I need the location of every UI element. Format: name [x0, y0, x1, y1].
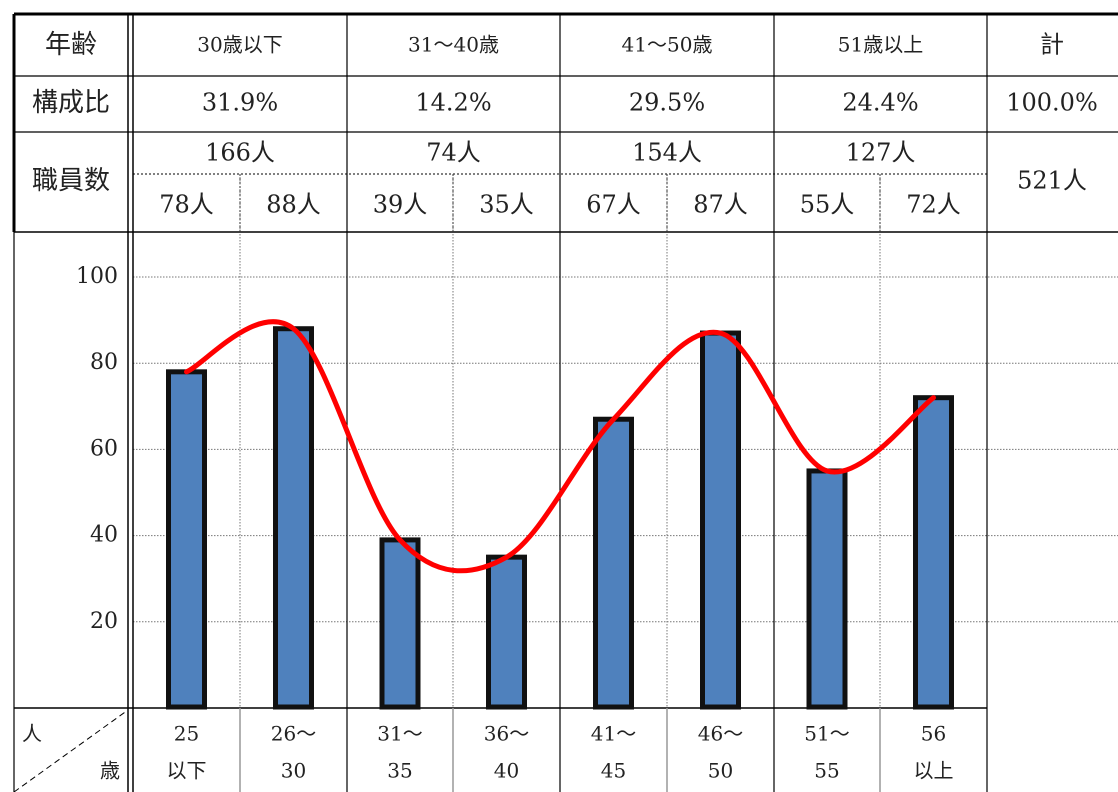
sub-group-count: 35人	[479, 191, 534, 219]
age-group-count: 127人	[846, 139, 916, 167]
sub-group-count: 78人	[159, 191, 214, 219]
age-group-count: 154人	[632, 139, 702, 167]
total-column-header: 計	[1040, 31, 1064, 59]
trend-line	[184, 319, 936, 574]
corner-unit-label: 人	[22, 722, 42, 746]
bar	[166, 369, 207, 710]
x-category-label: 46～	[698, 722, 743, 746]
total-ratio: 100.0%	[1006, 89, 1098, 117]
x-category-label: 36～	[484, 722, 529, 746]
age-group-ratio: 29.5%	[629, 89, 705, 117]
x-category-label: 35	[387, 759, 412, 783]
x-category-label: 以下	[167, 759, 207, 783]
age-group-label: 31～40歳	[408, 33, 499, 57]
bar	[700, 330, 741, 710]
bar	[913, 395, 954, 710]
x-category-label: 30	[281, 759, 306, 783]
x-category-label: 以上	[914, 759, 954, 783]
x-category-label: 45	[601, 759, 626, 783]
sub-group-count: 55人	[800, 191, 855, 219]
age-group-label: 30歳以下	[197, 33, 282, 57]
corner-unit-label: 歳	[100, 759, 120, 783]
bar	[806, 468, 848, 710]
x-category-label: 41～	[591, 722, 636, 746]
age-group-label: 51歳以上	[838, 33, 923, 57]
y-tick-label: 80	[90, 350, 118, 375]
x-category-label: 51～	[804, 722, 849, 746]
age-group-label: 41～50歳	[622, 33, 713, 57]
x-category-label: 56	[921, 722, 946, 746]
corner-diagonal	[13, 709, 129, 792]
ratio-row-label: 構成比	[32, 88, 110, 118]
x-category-label: 50	[708, 759, 733, 783]
x-category-label: 25	[174, 722, 199, 746]
bar	[486, 554, 527, 710]
bar	[379, 537, 421, 710]
x-category-label: 55	[814, 759, 839, 783]
age-group-count: 166人	[205, 139, 275, 167]
age-group-ratio: 24.4%	[842, 89, 918, 117]
age-group-count: 74人	[426, 139, 481, 167]
age-group-ratio: 14.2%	[415, 89, 491, 117]
x-category-label: 31～	[377, 722, 422, 746]
total-count: 521人	[1017, 167, 1087, 195]
bar	[273, 326, 314, 710]
age-row-label: 年齢	[45, 30, 97, 60]
sub-group-count: 39人	[373, 191, 428, 219]
age-group-ratio: 31.9%	[202, 89, 278, 117]
x-category-label: 26～	[271, 722, 316, 746]
y-tick-label: 20	[90, 609, 118, 634]
sub-group-count: 88人	[266, 191, 321, 219]
x-category-label: 40	[494, 759, 519, 783]
staff-row-label: 職員数	[32, 166, 110, 196]
y-tick-label: 60	[90, 436, 118, 461]
y-tick-label: 100	[76, 264, 118, 289]
sub-group-count: 67人	[586, 191, 641, 219]
y-tick-label: 40	[90, 523, 118, 548]
sub-group-count: 87人	[693, 191, 748, 219]
bar	[593, 416, 634, 710]
sub-group-count: 72人	[906, 191, 961, 219]
